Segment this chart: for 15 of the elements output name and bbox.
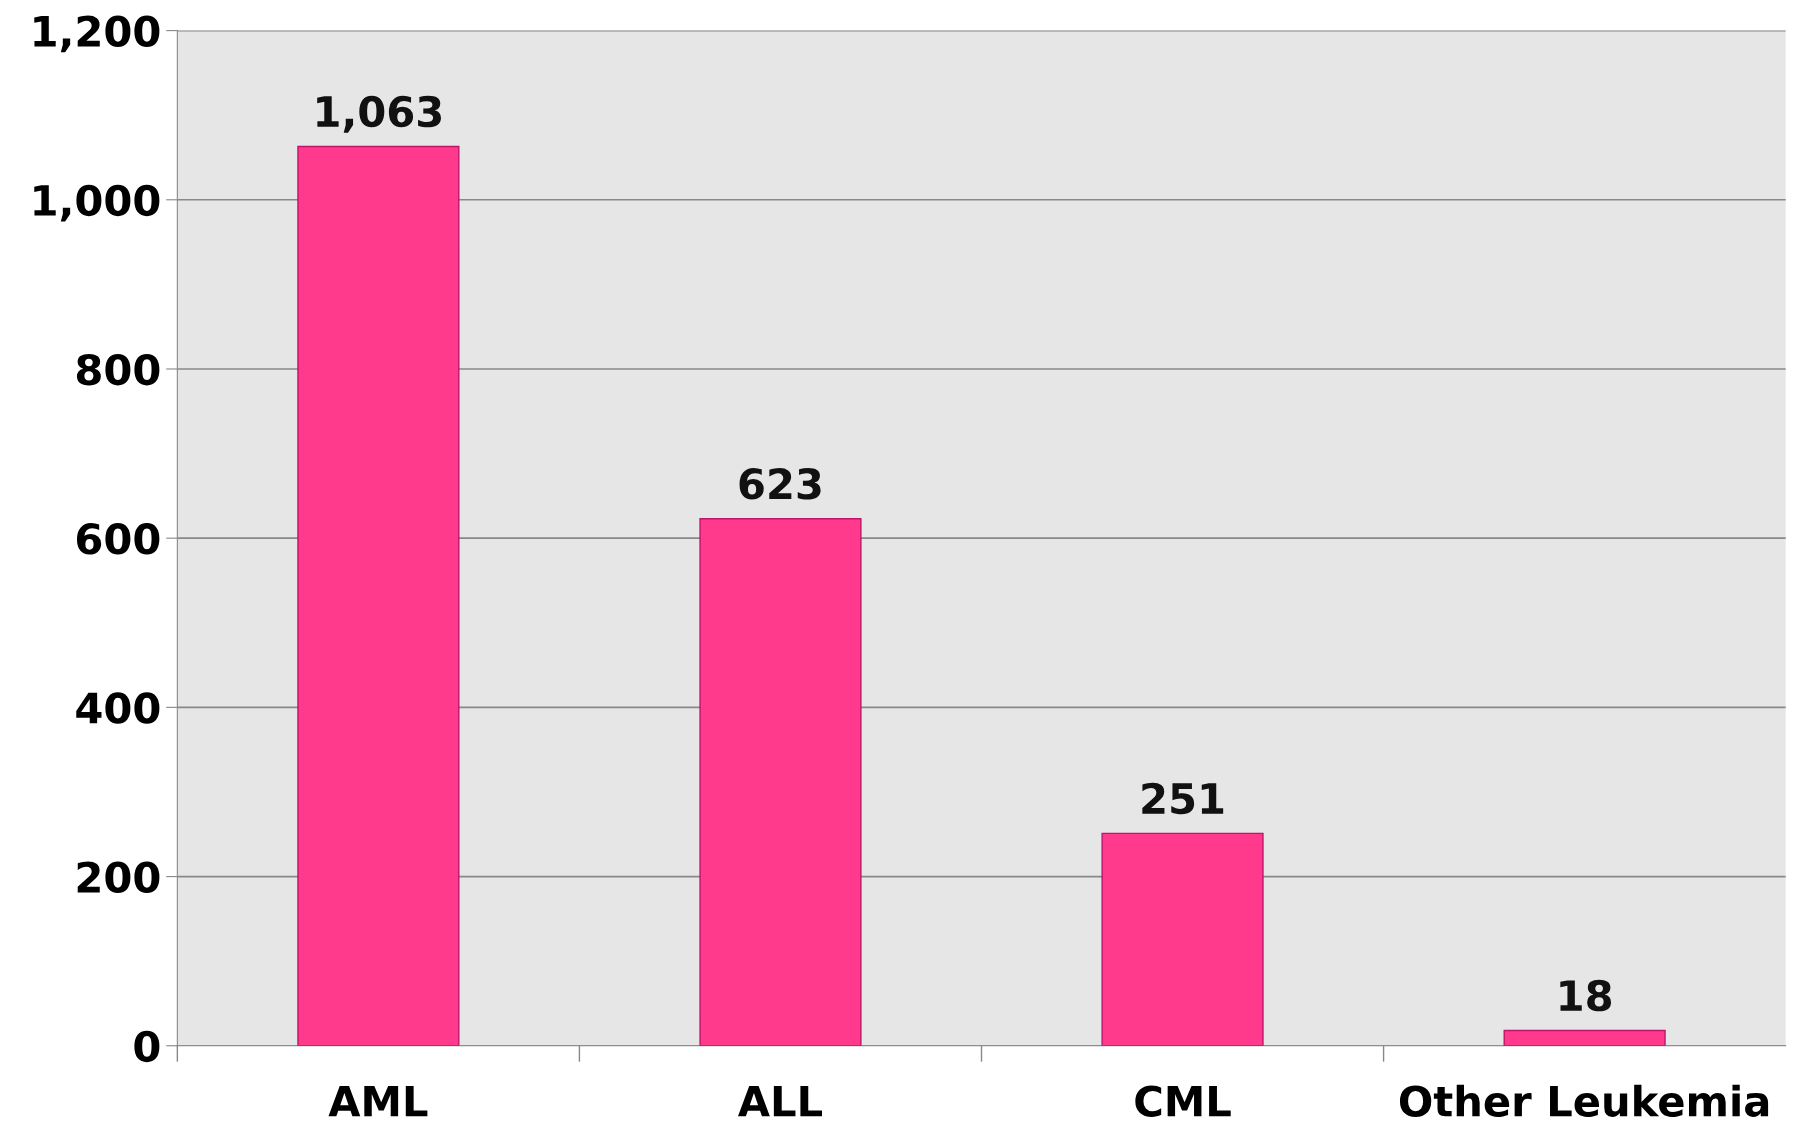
y-tick-label: 0 [134,1030,160,1063]
data-label: 18 [1560,979,1612,1012]
y-tick-label: 400 [76,692,160,724]
x-tick-label: Other Leukemia [1399,1084,1769,1117]
y-tick-label: 600 [76,523,160,555]
x-tick-label: CML [1135,1085,1231,1117]
data-label: 251 [1142,782,1224,815]
y-tick-label: 800 [76,353,160,386]
y-tick-label: 1,200 [34,15,160,53]
x-tick-label: ALL [738,1085,822,1117]
x-tick-label: AML [328,1085,428,1117]
data-label: 623 [739,468,821,500]
data-label: 1,063 [317,95,441,133]
y-tick-label: 200 [77,861,160,893]
y-tick-label: 1,000 [34,184,160,222]
